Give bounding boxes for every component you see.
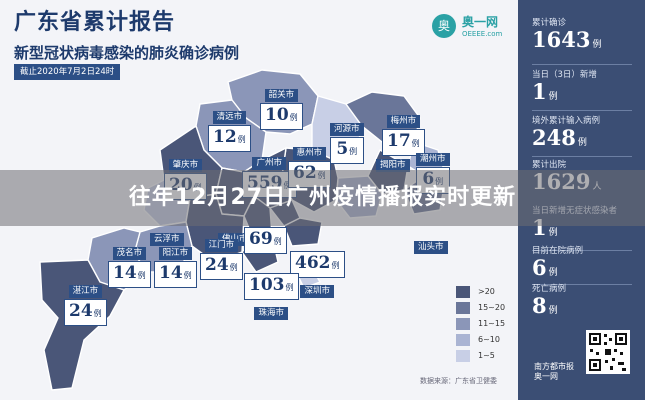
page-subtitle: 新型冠状病毒感染的肺炎确诊病例 [14,44,240,62]
logo-sub: OEEEE.com [462,30,503,38]
oeeee-logo: 奥 奥一网 OEEEE.com [432,10,518,46]
legend-item: >20 [456,284,505,299]
banner-overlay [0,170,645,226]
map-label-zhanjiang: 湛江市 24例 [64,278,107,326]
map-label-shenzhen: 462例 深圳市 [290,250,345,298]
map-label-yunfu: 云浮市 [150,226,184,246]
banner-title: 往年12月27日广州疫情播报实时更新 [128,185,517,210]
legend-item: 15~20 [456,300,505,315]
stat-total-confirmed: 累计确诊 1643 例 [532,18,602,52]
date-note: 截止2020年7月2日24时 [14,64,121,80]
legend-item: 1~5 [456,348,505,363]
map-label-zhuhai: 103例 珠海市 [244,272,299,320]
divider [532,250,632,251]
map-label-yangjiang: 阳江市 14例 [154,240,197,288]
map-label-meizhou: 梅州市 17例 [382,108,425,156]
qr-code-icon [586,330,630,374]
legend-item: 6~10 [456,332,505,347]
map-label-qingyuan: 清远市 12例 [208,104,251,152]
divider [532,156,632,157]
page-title: 广东省累计报告 [14,9,176,35]
map-label-heyuan: 河源市 5例 [330,116,364,164]
map-label-zhongshan: 69例 [244,226,287,254]
source-note: 数据来源：广东省卫健委 [420,377,497,385]
map-label-jiangmen: 江门市 24例 [200,232,243,280]
map-label-shantou: 汕头市 [414,234,448,254]
divider [532,64,632,65]
logo-mark-icon: 奥 [432,14,456,38]
divider [532,110,632,111]
legend-item: 11~15 [456,316,505,331]
map-label-jieyang: 揭阳市 [376,152,410,172]
logo-name: 奥一网 [462,15,499,29]
brand-label: 南方都市报 奥一网 [534,362,574,381]
divider [532,284,632,285]
map-label-shaoguan: 韶关市 10例 [260,82,303,130]
map-label-maoming: 茂名市 14例 [108,240,151,288]
stat-imported: 境外累计输入病例 248 例 [532,116,601,150]
legend: >20 15~20 11~15 6~10 1~5 [456,284,505,364]
